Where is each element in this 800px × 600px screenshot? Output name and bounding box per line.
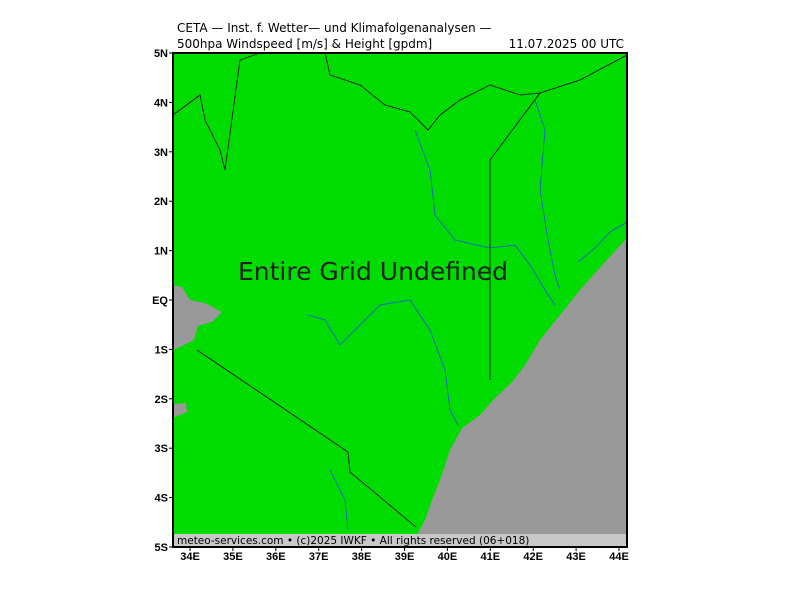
ocean — [414, 238, 627, 547]
lat-label: 1N — [154, 246, 168, 258]
valid-time: 11.07.2025 00 UTC — [509, 37, 624, 51]
lat-label: EQ — [152, 295, 168, 307]
border — [196, 349, 417, 528]
axes: 5N 4N 3N 2N 1N EQ 1S 2S 3S 4S 5S 34E 35E 36E 37E 38E 39E… — [152, 48, 629, 563]
borders — [172, 52, 628, 528]
lake-victoria — [173, 285, 222, 350]
header-line: CETA — Inst. f. Wetter— und Klimafolgena… — [177, 21, 492, 35]
product-title: 500hpa Windspeed [m/s] & Height [gpdm] — [177, 37, 432, 51]
lon-label: 35E — [223, 551, 243, 563]
lon-label: 34E — [180, 551, 200, 563]
border — [489, 92, 541, 380]
lat-label: 4N — [154, 97, 168, 109]
river — [329, 469, 349, 531]
lon-label: 38E — [352, 551, 372, 563]
river — [534, 99, 561, 291]
lake — [173, 403, 187, 418]
rivers — [307, 99, 628, 531]
lon-label: 37E — [309, 551, 329, 563]
lon-label: 43E — [566, 551, 586, 563]
footer-bar — [174, 534, 626, 546]
lat-label: 5N — [154, 48, 168, 60]
lat-label: 1S — [155, 344, 168, 356]
lat-label: 3N — [154, 147, 168, 159]
lon-label: 40E — [438, 551, 458, 563]
lat-label: 5S — [155, 542, 168, 554]
lat-label: 4S — [155, 493, 168, 505]
border — [172, 52, 261, 171]
lon-label: 39E — [395, 551, 415, 563]
lon-label: 41E — [481, 551, 501, 563]
lon-label: 36E — [266, 551, 286, 563]
river — [577, 221, 628, 263]
lat-label: 2S — [155, 394, 168, 406]
footer: meteo-services.com • (c)2025 IWKF • All … — [177, 535, 529, 547]
lat-label: 2N — [154, 196, 168, 208]
river — [414, 129, 556, 306]
river — [307, 299, 459, 426]
lon-label: 42E — [523, 551, 543, 563]
lat-label: 3S — [155, 443, 168, 455]
lon-label: 44E — [609, 551, 629, 563]
message: Entire Grid Undefined — [238, 257, 508, 286]
